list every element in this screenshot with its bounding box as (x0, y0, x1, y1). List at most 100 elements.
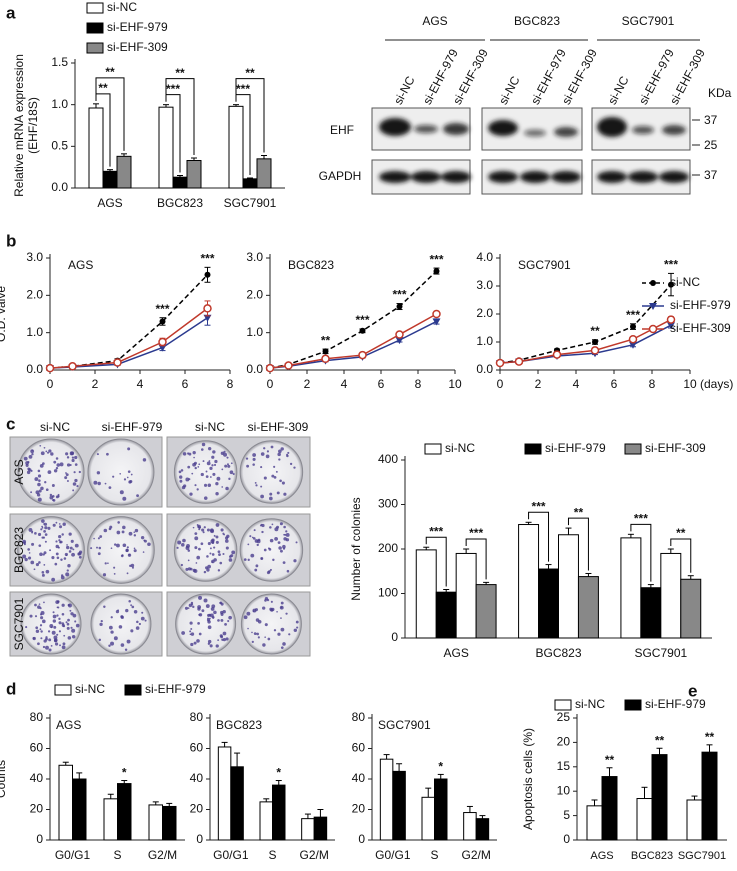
colony (219, 634, 223, 638)
colony (67, 564, 71, 568)
cell-line-label: AGS (422, 14, 447, 28)
series-line (49, 274, 209, 369)
colony (220, 528, 224, 532)
x-tick-label: AGS (443, 646, 468, 660)
colony (71, 456, 75, 459)
colony (34, 615, 38, 618)
chart-title: SGC7901 (518, 258, 571, 272)
colony (49, 549, 52, 552)
colony (272, 558, 275, 562)
significance-bracket (425, 536, 447, 587)
colony (138, 622, 141, 626)
colony (257, 620, 262, 624)
significance-label: ** (105, 65, 115, 79)
colony (197, 622, 200, 625)
colony (116, 530, 121, 535)
colony (282, 642, 286, 646)
point (495, 358, 505, 368)
colony (278, 546, 282, 550)
colony (277, 541, 281, 545)
colony (102, 573, 107, 577)
colony (273, 465, 276, 468)
colony (216, 476, 221, 481)
y-tick-label: 40 (352, 771, 366, 785)
colony (58, 539, 61, 542)
colony (184, 606, 189, 610)
y-tick-label: 4.0 (476, 250, 493, 264)
colony (72, 482, 77, 486)
y-tick-label: 20 (352, 802, 366, 816)
colony (255, 564, 259, 568)
colony (31, 453, 34, 456)
significance-bracket (567, 517, 589, 571)
bar (686, 799, 703, 841)
colony (182, 538, 186, 543)
colony (230, 462, 233, 465)
legend-label: si-EHF-979 (145, 682, 206, 696)
colony (70, 612, 74, 616)
x-tick-label: S (268, 848, 276, 862)
colony (27, 548, 30, 551)
bar (162, 805, 177, 841)
colony (117, 609, 119, 612)
row-label: BGC823 (12, 527, 26, 573)
colony (226, 456, 229, 459)
chart-title: BGC823 (288, 258, 334, 272)
band (597, 171, 627, 183)
colony (130, 563, 135, 568)
colony (43, 522, 48, 526)
colony (38, 532, 42, 537)
colony (71, 552, 75, 557)
colony (192, 605, 195, 609)
colony (223, 450, 226, 453)
colony (190, 642, 194, 647)
colony (207, 542, 211, 546)
y-axis-label: O.D. valve (0, 286, 8, 342)
legend-marker (649, 303, 657, 310)
colony (117, 521, 120, 524)
colony (52, 619, 57, 623)
series-line (499, 318, 672, 364)
colony (289, 462, 293, 466)
point (395, 337, 404, 345)
colony (295, 620, 299, 624)
colony (30, 449, 35, 454)
bar (421, 796, 435, 841)
colony (211, 604, 216, 609)
y-tick-label: 40 (30, 771, 44, 785)
point (204, 271, 211, 278)
colony (203, 570, 207, 574)
colony (207, 625, 212, 630)
colony (50, 644, 53, 647)
colony (198, 463, 201, 466)
western-blot: AGS BGC823 SGC7901 si-NC si-EHF-979 si-E… (319, 14, 732, 195)
colony (33, 568, 36, 571)
colony (277, 452, 281, 457)
colony (104, 482, 107, 485)
band (662, 125, 686, 135)
y-tick-label: 0 (391, 630, 398, 644)
colony (226, 534, 230, 538)
colony (270, 600, 273, 603)
legend-swatch (524, 443, 542, 455)
colony (187, 452, 190, 455)
colony (63, 634, 66, 637)
point (396, 303, 403, 310)
colony (249, 535, 252, 538)
colony (227, 464, 231, 468)
colony (52, 614, 57, 619)
colony (197, 465, 200, 468)
colony (140, 616, 145, 621)
bar (172, 176, 188, 189)
colony (78, 470, 81, 474)
colony (251, 640, 254, 643)
colony (126, 546, 129, 549)
colony (59, 540, 63, 544)
colony (207, 446, 212, 451)
colony (40, 616, 44, 620)
colony (205, 604, 210, 608)
y-tick-label: 5 (563, 808, 570, 822)
colony (288, 633, 291, 636)
colony (55, 540, 58, 543)
x-tick-label: G0/G1 (213, 848, 249, 862)
